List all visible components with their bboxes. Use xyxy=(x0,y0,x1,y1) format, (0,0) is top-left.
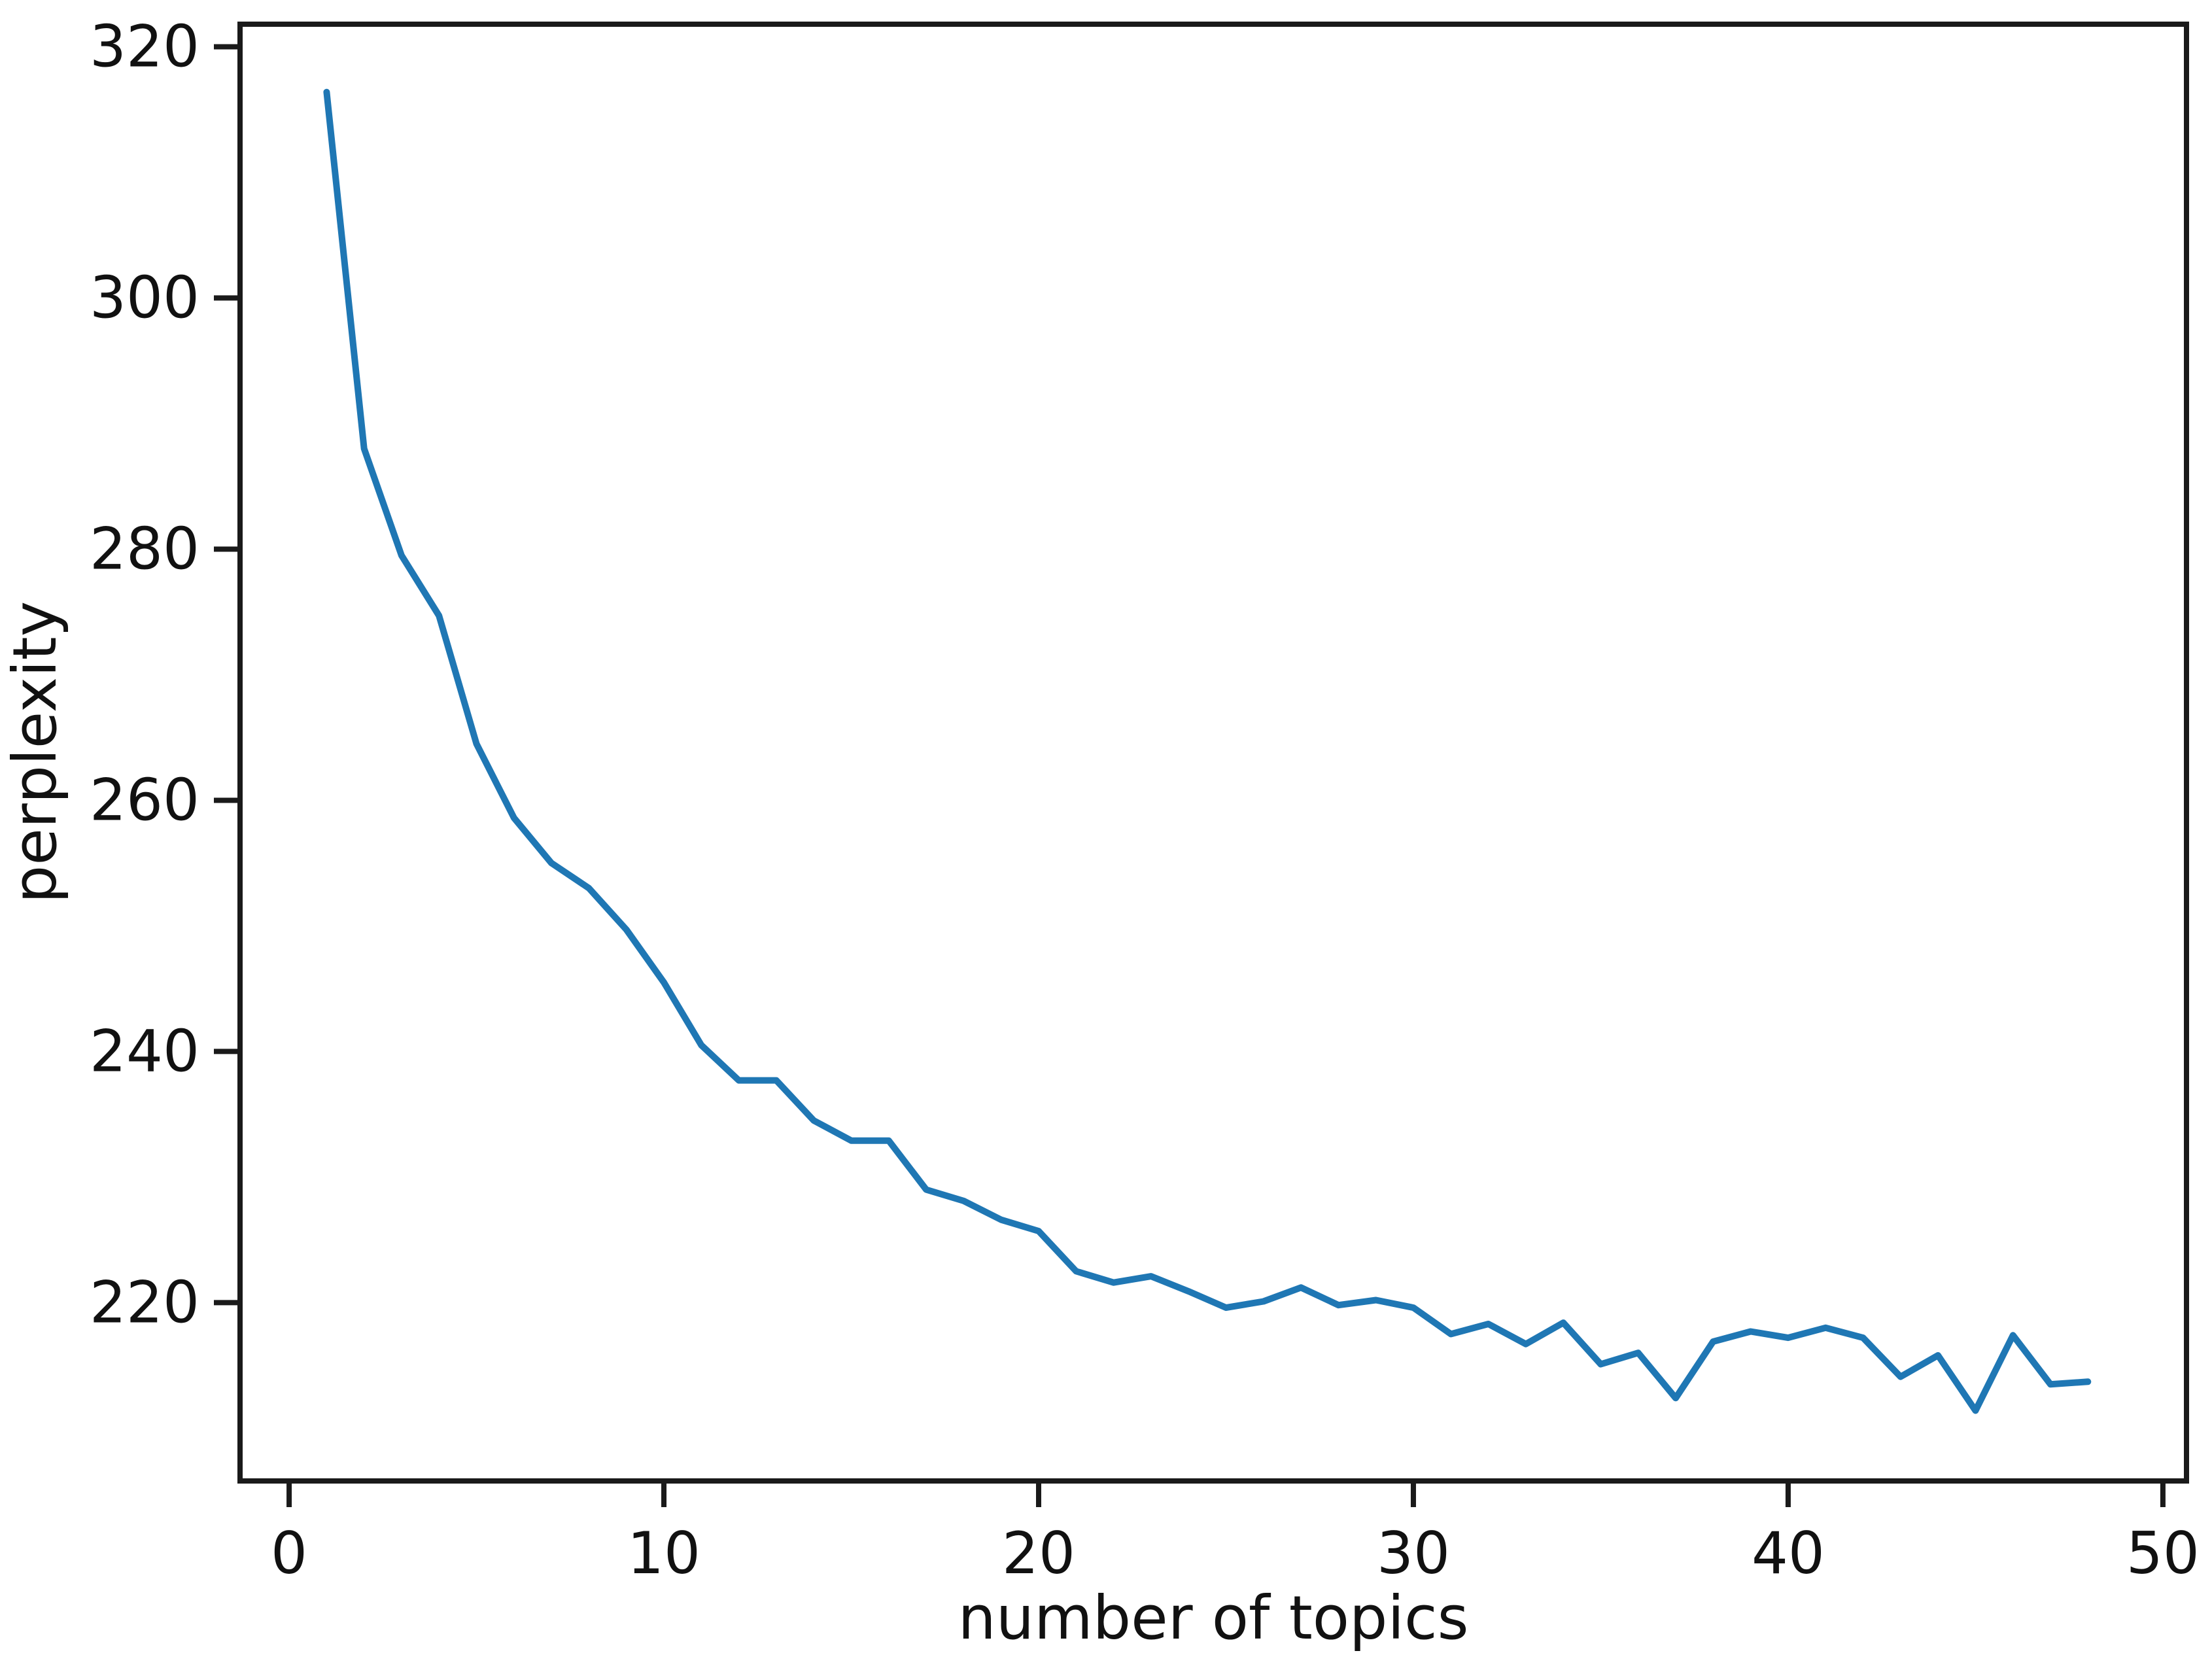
data-series-layer xyxy=(323,88,2092,1414)
perplexity-line xyxy=(323,88,2092,1414)
y-tick-label: 300 xyxy=(90,264,199,332)
y-tick-label: 280 xyxy=(90,515,199,582)
x-tick-label: 30 xyxy=(1377,1520,1450,1587)
ticks-layer xyxy=(214,44,2166,1507)
axes-spines xyxy=(237,22,2189,1484)
x-tick-label: 50 xyxy=(2126,1520,2200,1587)
y-tick-label: 260 xyxy=(90,766,199,833)
plot-frame xyxy=(237,22,2189,1484)
x-tick-label: 10 xyxy=(627,1520,700,1587)
x-tick-label: 20 xyxy=(1002,1520,1075,1587)
x-tick-label: 40 xyxy=(1752,1520,1825,1587)
x-axis-label: number of topics xyxy=(958,1583,1468,1653)
y-tick-label: 220 xyxy=(90,1268,199,1336)
tick-labels-layer: 0 10 20 30 40 50 220 240 260 280 300 320 xyxy=(90,13,2200,1587)
y-tick-label: 320 xyxy=(90,13,199,80)
x-tick-label: 0 xyxy=(271,1520,307,1587)
y-tick-label: 240 xyxy=(90,1017,199,1085)
y-axis-label: perplexity xyxy=(0,601,70,903)
